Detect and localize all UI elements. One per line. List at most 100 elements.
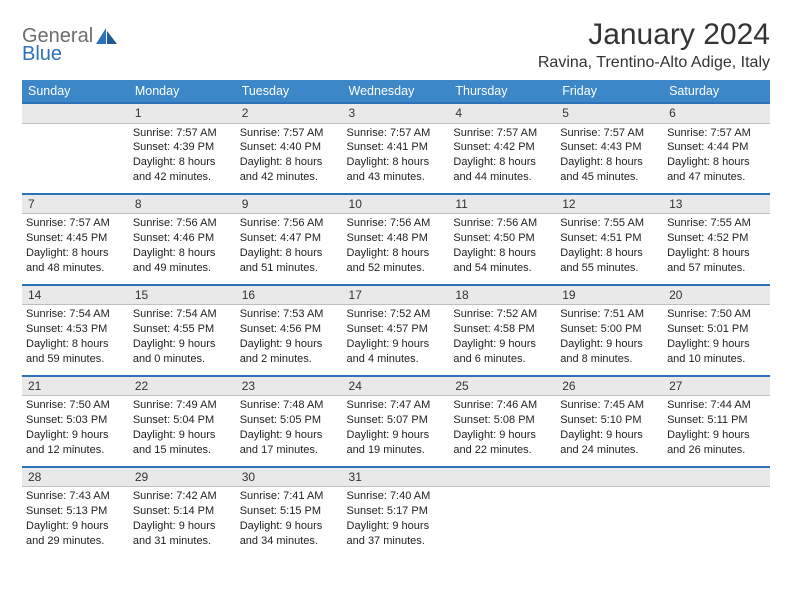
weekday-header-row: Sunday Monday Tuesday Wednesday Thursday… — [22, 80, 770, 103]
day-content-row: Sunrise: 7:43 AMSunset: 5:13 PMDaylight:… — [22, 487, 770, 557]
daylight-text-2: and 19 minutes. — [347, 443, 446, 458]
day-number-cell — [556, 467, 663, 487]
daylight-text-1: Daylight: 9 hours — [560, 428, 659, 443]
sunrise-text: Sunrise: 7:56 AM — [240, 216, 339, 231]
day-content-cell: Sunrise: 7:51 AMSunset: 5:00 PMDaylight:… — [556, 305, 663, 376]
sunrise-text: Sunrise: 7:45 AM — [560, 398, 659, 413]
brand-text: General Blue — [22, 26, 93, 64]
sunset-text: Sunset: 4:56 PM — [240, 322, 339, 337]
sunrise-text: Sunrise: 7:52 AM — [453, 307, 552, 322]
sunrise-text: Sunrise: 7:53 AM — [240, 307, 339, 322]
daylight-text-2: and 34 minutes. — [240, 534, 339, 549]
sunrise-text: Sunrise: 7:57 AM — [560, 126, 659, 141]
sunrise-text: Sunrise: 7:42 AM — [133, 489, 232, 504]
day-number-cell: 10 — [343, 194, 450, 214]
daylight-text-2: and 10 minutes. — [667, 352, 766, 367]
daylight-text-2: and 12 minutes. — [26, 443, 125, 458]
sunset-text: Sunset: 4:45 PM — [26, 231, 125, 246]
sunrise-text: Sunrise: 7:57 AM — [453, 126, 552, 141]
sunset-text: Sunset: 4:42 PM — [453, 140, 552, 155]
day-content-cell: Sunrise: 7:54 AMSunset: 4:55 PMDaylight:… — [129, 305, 236, 376]
daylight-text-1: Daylight: 9 hours — [347, 337, 446, 352]
day-content-row: Sunrise: 7:54 AMSunset: 4:53 PMDaylight:… — [22, 305, 770, 376]
daylight-text-1: Daylight: 8 hours — [133, 246, 232, 261]
sunset-text: Sunset: 4:44 PM — [667, 140, 766, 155]
sunset-text: Sunset: 5:00 PM — [560, 322, 659, 337]
day-content-cell: Sunrise: 7:56 AMSunset: 4:46 PMDaylight:… — [129, 214, 236, 285]
daylight-text-2: and 17 minutes. — [240, 443, 339, 458]
day-number-row: 14151617181920 — [22, 285, 770, 305]
day-content-cell: Sunrise: 7:57 AMSunset: 4:44 PMDaylight:… — [663, 123, 770, 194]
day-content-cell: Sunrise: 7:56 AMSunset: 4:47 PMDaylight:… — [236, 214, 343, 285]
day-content-cell: Sunrise: 7:57 AMSunset: 4:45 PMDaylight:… — [22, 214, 129, 285]
sunset-text: Sunset: 4:57 PM — [347, 322, 446, 337]
day-content-cell: Sunrise: 7:56 AMSunset: 4:48 PMDaylight:… — [343, 214, 450, 285]
day-number-cell: 14 — [22, 285, 129, 305]
day-number-cell: 19 — [556, 285, 663, 305]
sunrise-text: Sunrise: 7:56 AM — [347, 216, 446, 231]
day-content-cell — [22, 123, 129, 194]
daylight-text-1: Daylight: 8 hours — [453, 155, 552, 170]
day-content-cell: Sunrise: 7:55 AMSunset: 4:52 PMDaylight:… — [663, 214, 770, 285]
sunrise-text: Sunrise: 7:50 AM — [667, 307, 766, 322]
day-number-cell: 21 — [22, 376, 129, 396]
day-content-cell: Sunrise: 7:46 AMSunset: 5:08 PMDaylight:… — [449, 396, 556, 467]
sunrise-text: Sunrise: 7:47 AM — [347, 398, 446, 413]
day-number-row: 78910111213 — [22, 194, 770, 214]
sunrise-text: Sunrise: 7:55 AM — [667, 216, 766, 231]
daylight-text-2: and 42 minutes. — [240, 170, 339, 185]
day-number-cell: 25 — [449, 376, 556, 396]
day-number-cell: 26 — [556, 376, 663, 396]
day-content-cell: Sunrise: 7:50 AMSunset: 5:03 PMDaylight:… — [22, 396, 129, 467]
daylight-text-2: and 6 minutes. — [453, 352, 552, 367]
daylight-text-1: Daylight: 9 hours — [347, 428, 446, 443]
sunrise-text: Sunrise: 7:54 AM — [133, 307, 232, 322]
sunrise-text: Sunrise: 7:51 AM — [560, 307, 659, 322]
daylight-text-2: and 51 minutes. — [240, 261, 339, 276]
sunset-text: Sunset: 4:46 PM — [133, 231, 232, 246]
sunset-text: Sunset: 4:39 PM — [133, 140, 232, 155]
sunset-text: Sunset: 4:41 PM — [347, 140, 446, 155]
day-content-cell: Sunrise: 7:50 AMSunset: 5:01 PMDaylight:… — [663, 305, 770, 376]
daylight-text-1: Daylight: 8 hours — [453, 246, 552, 261]
day-content-cell: Sunrise: 7:40 AMSunset: 5:17 PMDaylight:… — [343, 487, 450, 557]
sunrise-text: Sunrise: 7:52 AM — [347, 307, 446, 322]
sunset-text: Sunset: 5:14 PM — [133, 504, 232, 519]
daylight-text-1: Daylight: 9 hours — [667, 428, 766, 443]
daylight-text-2: and 2 minutes. — [240, 352, 339, 367]
header-row: General Blue January 2024 Ravina, Trenti… — [22, 18, 770, 72]
sail-icon — [96, 28, 118, 46]
daylight-text-1: Daylight: 8 hours — [26, 337, 125, 352]
daylight-text-1: Daylight: 9 hours — [453, 428, 552, 443]
day-content-cell: Sunrise: 7:57 AMSunset: 4:42 PMDaylight:… — [449, 123, 556, 194]
sunset-text: Sunset: 5:07 PM — [347, 413, 446, 428]
day-number-cell: 13 — [663, 194, 770, 214]
daylight-text-2: and 49 minutes. — [133, 261, 232, 276]
day-content-cell: Sunrise: 7:56 AMSunset: 4:50 PMDaylight:… — [449, 214, 556, 285]
daylight-text-1: Daylight: 9 hours — [560, 337, 659, 352]
brand-word-2: Blue — [22, 44, 93, 64]
sunset-text: Sunset: 4:55 PM — [133, 322, 232, 337]
daylight-text-2: and 59 minutes. — [26, 352, 125, 367]
sunrise-text: Sunrise: 7:55 AM — [560, 216, 659, 231]
day-number-cell: 28 — [22, 467, 129, 487]
sunset-text: Sunset: 4:40 PM — [240, 140, 339, 155]
day-content-cell: Sunrise: 7:57 AMSunset: 4:40 PMDaylight:… — [236, 123, 343, 194]
day-number-cell: 17 — [343, 285, 450, 305]
day-number-cell: 4 — [449, 103, 556, 123]
day-number-cell: 29 — [129, 467, 236, 487]
sunrise-text: Sunrise: 7:50 AM — [26, 398, 125, 413]
day-number-cell: 24 — [343, 376, 450, 396]
day-number-cell: 15 — [129, 285, 236, 305]
day-number-row: 28293031 — [22, 467, 770, 487]
daylight-text-2: and 8 minutes. — [560, 352, 659, 367]
daylight-text-2: and 42 minutes. — [133, 170, 232, 185]
daylight-text-1: Daylight: 9 hours — [453, 337, 552, 352]
sunrise-text: Sunrise: 7:57 AM — [240, 126, 339, 141]
daylight-text-2: and 24 minutes. — [560, 443, 659, 458]
day-content-cell: Sunrise: 7:57 AMSunset: 4:39 PMDaylight:… — [129, 123, 236, 194]
daylight-text-1: Daylight: 9 hours — [240, 428, 339, 443]
day-content-cell: Sunrise: 7:55 AMSunset: 4:51 PMDaylight:… — [556, 214, 663, 285]
daylight-text-2: and 37 minutes. — [347, 534, 446, 549]
sunrise-text: Sunrise: 7:56 AM — [453, 216, 552, 231]
